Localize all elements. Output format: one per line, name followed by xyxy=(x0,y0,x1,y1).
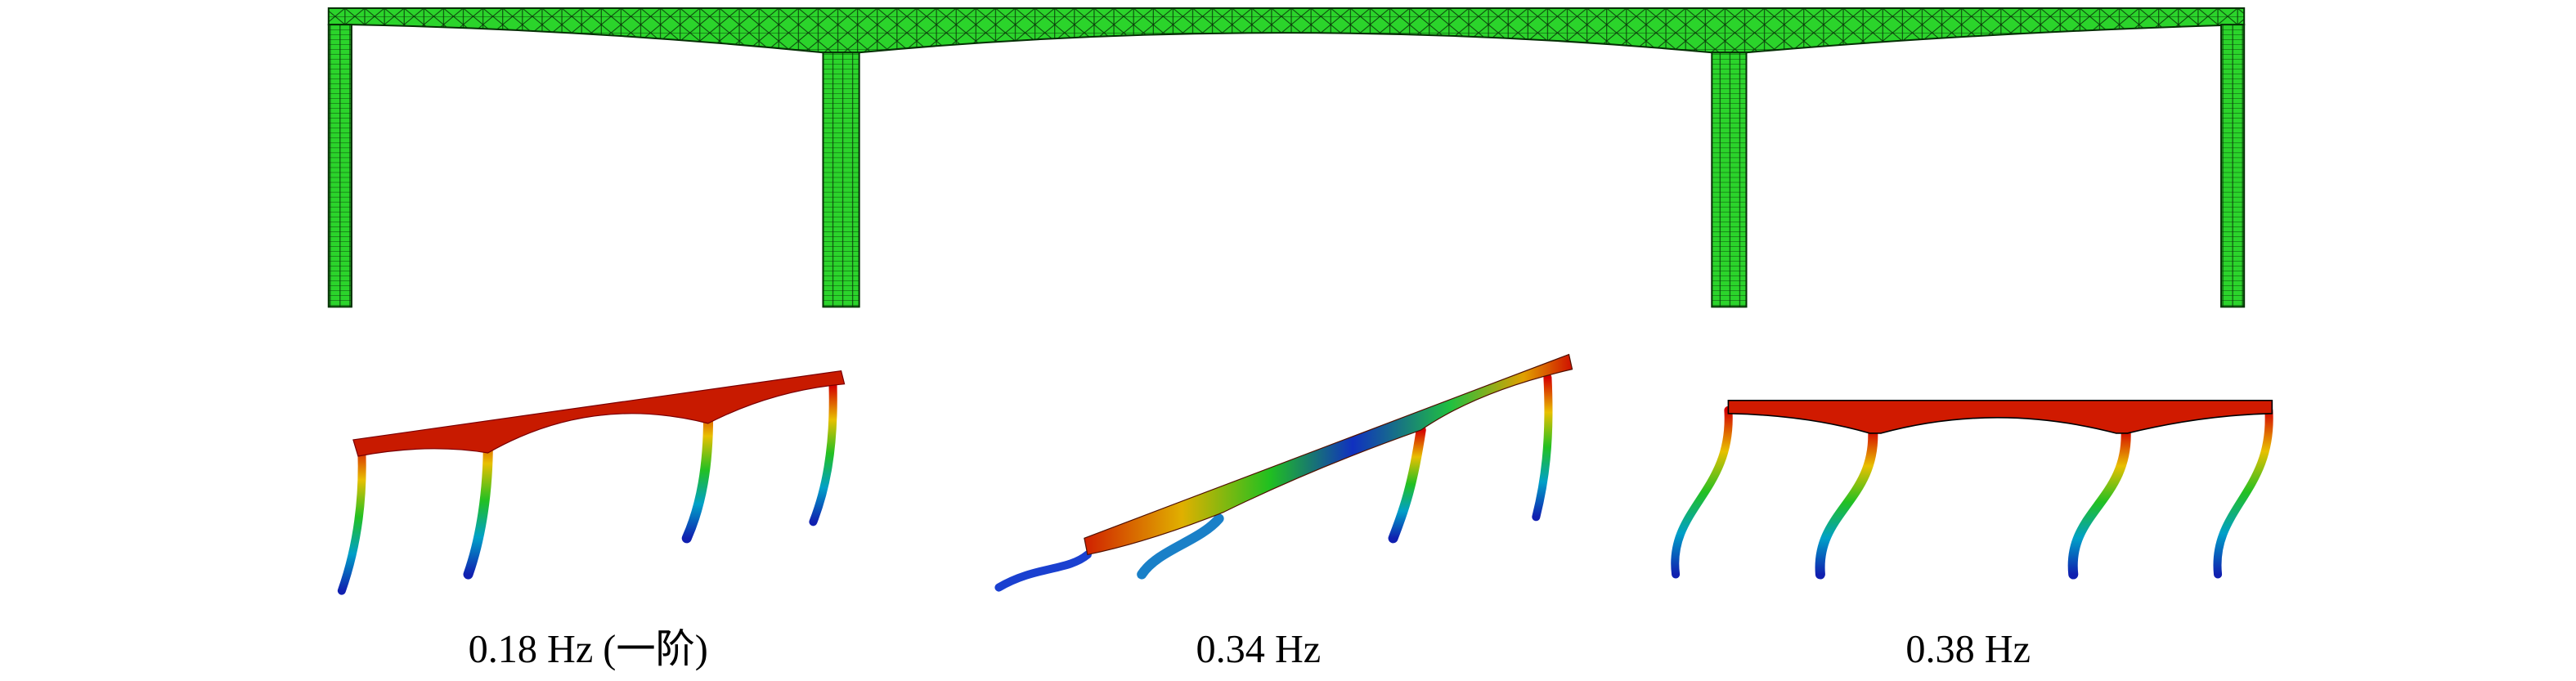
column xyxy=(1137,513,1224,580)
column xyxy=(2213,405,2273,579)
column xyxy=(994,550,1092,592)
fe-model xyxy=(327,7,2246,308)
mode-shape-3 xyxy=(1671,399,2273,580)
column xyxy=(1671,405,1733,579)
caption: 0.34 Hz xyxy=(1196,628,1322,671)
column xyxy=(337,438,366,595)
caption: 0.38 Hz xyxy=(1905,628,2031,671)
column xyxy=(1532,373,1553,522)
column xyxy=(1815,424,1878,580)
column xyxy=(809,381,837,526)
deck xyxy=(1727,399,2273,434)
deck xyxy=(1084,353,1573,556)
column xyxy=(327,24,352,308)
column xyxy=(1388,424,1426,544)
column xyxy=(2067,424,2131,580)
column xyxy=(2220,24,2246,308)
column xyxy=(822,52,860,308)
caption: 0.18 Hz (一阶) xyxy=(469,628,708,671)
deck xyxy=(352,370,846,457)
mode-shape-1 xyxy=(337,370,846,595)
deck xyxy=(327,7,2246,54)
column xyxy=(1711,52,1748,308)
mode-shape-2 xyxy=(994,353,1573,592)
column xyxy=(681,397,714,544)
